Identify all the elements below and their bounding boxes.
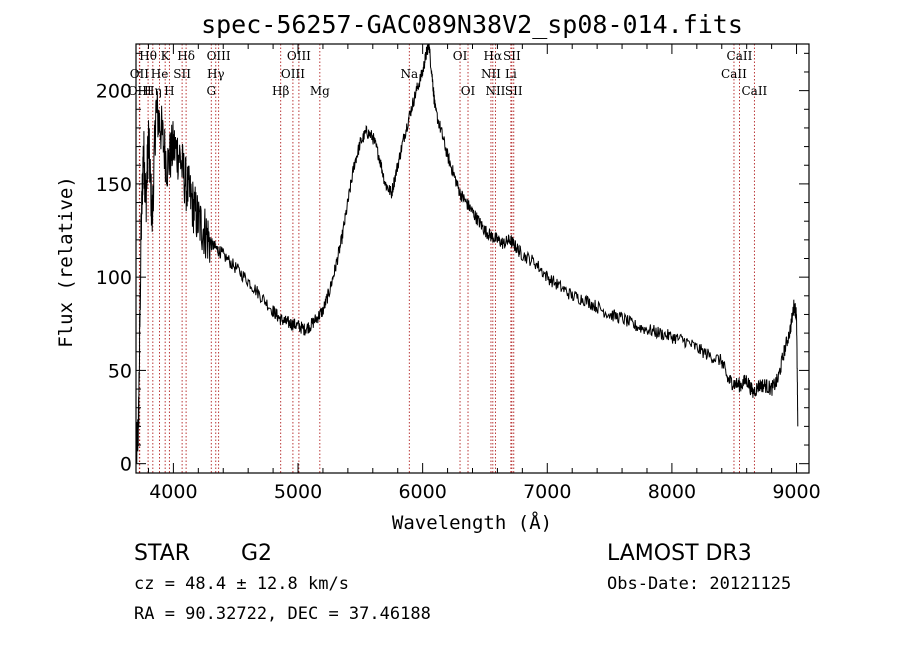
x-tick-label: 7000: [523, 481, 571, 503]
x-tick-label: 6000: [398, 481, 446, 503]
line-label: Hδ: [177, 49, 195, 63]
spectral-line-markers: [138, 44, 755, 473]
y-tick-label: 50: [108, 360, 132, 382]
redshift-text: cz = 48.4 ± 12.8 km/s: [134, 574, 349, 594]
coordinates-text: RA = 90.32722, DEC = 37.46188: [134, 604, 431, 624]
y-axis-ticks: 0 50 100 150 200: [96, 52, 809, 476]
y-tick-label: 100: [96, 267, 132, 289]
spectrum-line: [135, 43, 799, 464]
x-axis-ticks: 4000 5000 6000 7000 8000 9000: [147, 44, 821, 503]
y-tick-label: 0: [120, 454, 132, 476]
object-class: STAR: [134, 541, 190, 566]
line-label: OIII: [287, 49, 311, 63]
line-label: SII: [173, 67, 191, 81]
line-label: CaII: [727, 49, 753, 63]
line-label: CaII: [741, 84, 767, 98]
line-label: Hθ: [139, 49, 157, 63]
object-subclass: G2: [241, 541, 272, 566]
line-label: K: [161, 49, 171, 63]
line-label: G: [206, 84, 216, 98]
line-label: Mg: [310, 84, 330, 98]
line-label: OI: [461, 84, 476, 98]
chart-title: spec-56257-GAC089N38V2_sp08-014.fits: [201, 10, 743, 39]
y-tick-label: 200: [96, 81, 132, 103]
line-label: Hη: [144, 84, 162, 98]
spectrum-series: [135, 43, 799, 464]
line-label: Li: [505, 67, 517, 81]
line-label: OII: [130, 67, 150, 81]
y-axis-label: Flux (relative): [55, 176, 77, 348]
line-label: SII: [503, 49, 521, 63]
line-label: Hα: [484, 49, 503, 63]
line-label: Hγ: [207, 67, 225, 81]
line-label: OI: [453, 49, 468, 63]
survey-name: LAMOST DR3: [607, 541, 752, 566]
line-label: Na: [400, 67, 418, 81]
line-label: OIII: [207, 49, 231, 63]
x-tick-label: 4000: [149, 481, 197, 503]
line-label: NII: [481, 67, 501, 81]
line-label: H: [164, 84, 174, 98]
line-label: He: [151, 67, 169, 81]
line-label: SII: [505, 84, 523, 98]
x-tick-label: 9000: [772, 481, 820, 503]
obs-date: Obs-Date: 20121125: [607, 574, 791, 594]
y-tick-label: 150: [96, 174, 132, 196]
line-label: NII: [485, 84, 505, 98]
x-axis-label: Wavelength (Å): [392, 511, 552, 534]
plot-frame: [135, 43, 810, 474]
line-label: CaII: [721, 67, 747, 81]
line-label: OIII: [281, 67, 305, 81]
x-tick-label: 5000: [274, 481, 322, 503]
line-label: Hβ: [272, 84, 289, 98]
x-tick-label: 8000: [648, 481, 696, 503]
